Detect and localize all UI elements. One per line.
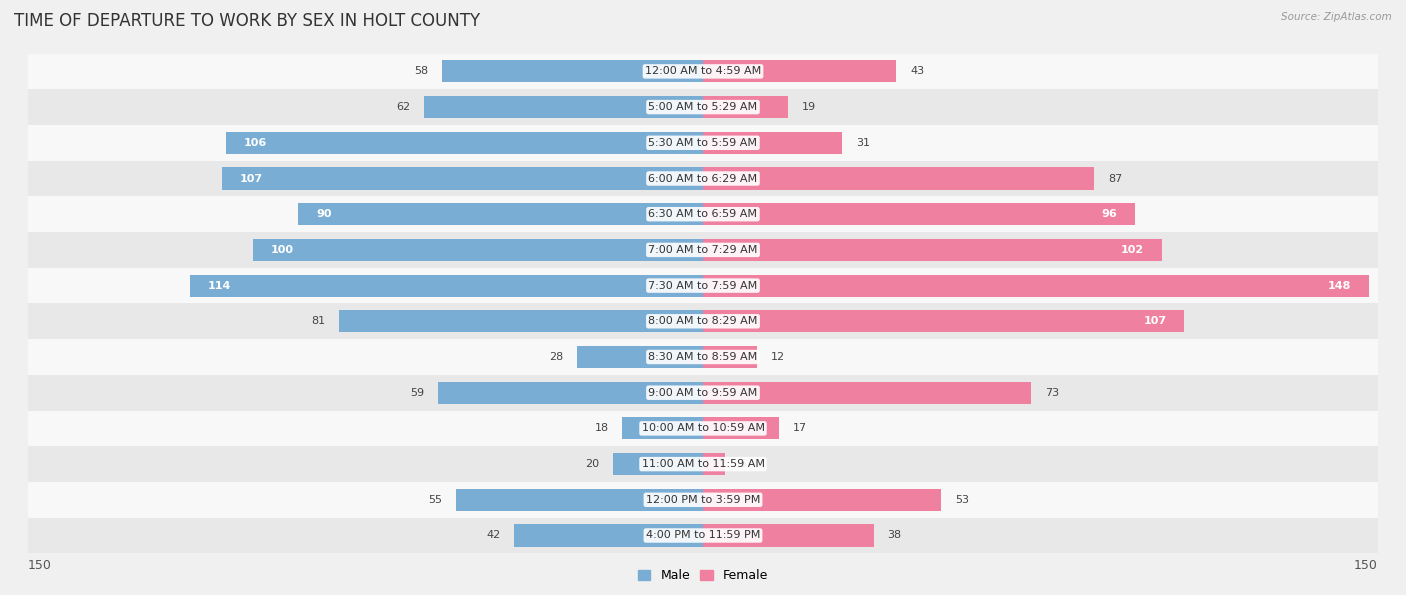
Text: 96: 96	[1101, 209, 1116, 219]
Bar	[703, 167, 1094, 190]
Text: 114: 114	[208, 281, 232, 290]
Bar	[28, 89, 1378, 125]
Bar	[703, 131, 842, 154]
Text: 107: 107	[1143, 317, 1167, 326]
Bar	[703, 453, 725, 475]
Text: 12:00 PM to 3:59 PM: 12:00 PM to 3:59 PM	[645, 495, 761, 505]
Bar	[28, 482, 1378, 518]
Text: 5: 5	[740, 459, 747, 469]
Bar	[703, 381, 1032, 404]
Text: 7:30 AM to 7:59 AM: 7:30 AM to 7:59 AM	[648, 281, 758, 290]
Bar	[28, 54, 1378, 89]
Bar	[613, 453, 703, 475]
Bar	[437, 381, 703, 404]
Text: 6:30 AM to 6:59 AM: 6:30 AM to 6:59 AM	[648, 209, 758, 219]
Text: 59: 59	[411, 388, 425, 397]
Text: 107: 107	[239, 174, 263, 183]
Bar	[703, 346, 756, 368]
Text: 73: 73	[1045, 388, 1059, 397]
Bar	[28, 339, 1378, 375]
Text: 58: 58	[415, 67, 429, 76]
Text: Source: ZipAtlas.com: Source: ZipAtlas.com	[1281, 12, 1392, 22]
Text: 5:00 AM to 5:29 AM: 5:00 AM to 5:29 AM	[648, 102, 758, 112]
Bar	[28, 375, 1378, 411]
Text: 53: 53	[955, 495, 969, 505]
Text: 87: 87	[1108, 174, 1122, 183]
Text: 38: 38	[887, 531, 901, 540]
Bar	[28, 268, 1378, 303]
Text: 7:00 AM to 7:29 AM: 7:00 AM to 7:29 AM	[648, 245, 758, 255]
Bar	[28, 161, 1378, 196]
Bar	[28, 232, 1378, 268]
Bar	[703, 60, 897, 83]
Bar	[456, 488, 703, 511]
Text: 4:00 PM to 11:59 PM: 4:00 PM to 11:59 PM	[645, 531, 761, 540]
Text: 42: 42	[486, 531, 501, 540]
Text: 31: 31	[856, 138, 870, 148]
Bar	[28, 196, 1378, 232]
Text: 20: 20	[585, 459, 599, 469]
Text: 8:30 AM to 8:59 AM: 8:30 AM to 8:59 AM	[648, 352, 758, 362]
Text: 8:00 AM to 8:29 AM: 8:00 AM to 8:29 AM	[648, 317, 758, 326]
Bar	[28, 518, 1378, 553]
Text: 81: 81	[311, 317, 325, 326]
Text: 6:00 AM to 6:29 AM: 6:00 AM to 6:29 AM	[648, 174, 758, 183]
Bar	[703, 417, 779, 440]
Text: 19: 19	[801, 102, 815, 112]
Bar	[28, 446, 1378, 482]
Text: 100: 100	[271, 245, 294, 255]
Bar	[703, 524, 875, 547]
Bar	[621, 417, 703, 440]
Text: 10:00 AM to 10:59 AM: 10:00 AM to 10:59 AM	[641, 424, 765, 433]
Text: 148: 148	[1327, 281, 1351, 290]
Text: 12: 12	[770, 352, 785, 362]
Text: 106: 106	[245, 138, 267, 148]
Text: TIME OF DEPARTURE TO WORK BY SEX IN HOLT COUNTY: TIME OF DEPARTURE TO WORK BY SEX IN HOLT…	[14, 12, 481, 30]
Text: 18: 18	[595, 424, 609, 433]
Legend: Male, Female: Male, Female	[633, 564, 773, 587]
Bar	[703, 239, 1161, 261]
Text: 17: 17	[793, 424, 807, 433]
Text: 150: 150	[1354, 559, 1378, 572]
Bar	[222, 167, 703, 190]
Text: 90: 90	[316, 209, 332, 219]
Bar	[28, 125, 1378, 161]
Bar	[226, 131, 703, 154]
Bar	[253, 239, 703, 261]
Text: 102: 102	[1121, 245, 1144, 255]
Bar	[339, 310, 703, 333]
Bar	[441, 60, 703, 83]
Bar	[703, 203, 1135, 226]
Bar	[298, 203, 703, 226]
Bar	[703, 310, 1184, 333]
Text: 12:00 AM to 4:59 AM: 12:00 AM to 4:59 AM	[645, 67, 761, 76]
Bar	[703, 488, 942, 511]
Text: 9:00 AM to 9:59 AM: 9:00 AM to 9:59 AM	[648, 388, 758, 397]
Bar	[703, 96, 789, 118]
Text: 55: 55	[427, 495, 441, 505]
Text: 43: 43	[910, 67, 924, 76]
Text: 11:00 AM to 11:59 AM: 11:00 AM to 11:59 AM	[641, 459, 765, 469]
Bar	[28, 411, 1378, 446]
Bar	[515, 524, 703, 547]
Bar	[703, 274, 1369, 297]
Bar	[28, 303, 1378, 339]
Text: 62: 62	[396, 102, 411, 112]
Text: 150: 150	[28, 559, 52, 572]
Bar	[576, 346, 703, 368]
Bar	[425, 96, 703, 118]
Bar	[190, 274, 703, 297]
Text: 28: 28	[550, 352, 564, 362]
Text: 5:30 AM to 5:59 AM: 5:30 AM to 5:59 AM	[648, 138, 758, 148]
